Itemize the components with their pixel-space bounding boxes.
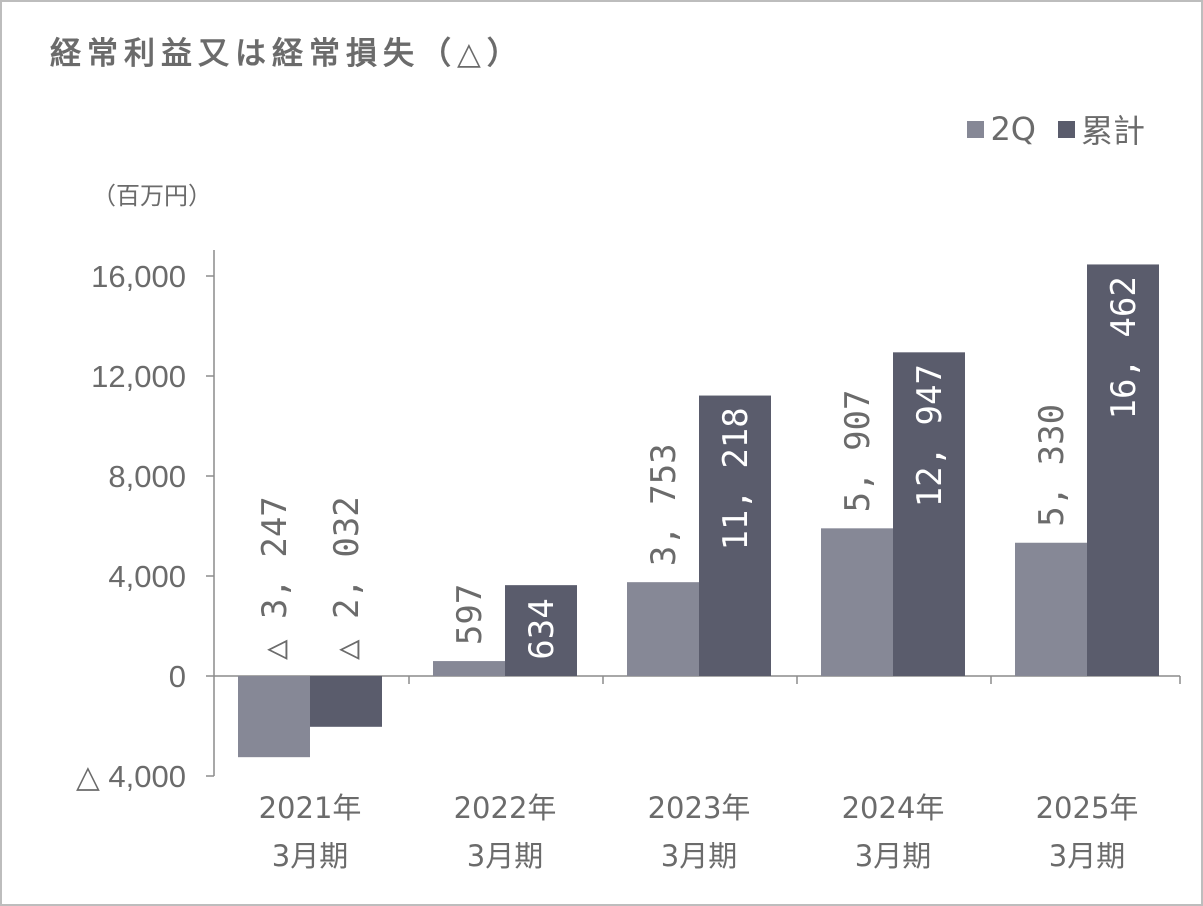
y-tick-label: 12,000 bbox=[91, 359, 186, 394]
data-label: 16, 462 bbox=[1104, 276, 1144, 419]
x-category-label: 2025年 bbox=[1036, 791, 1139, 825]
legend-label-2q: 2Q bbox=[990, 110, 1036, 148]
x-category-label: 2021年 bbox=[259, 791, 362, 825]
legend-item-2q: 2Q bbox=[967, 110, 1036, 148]
y-tick-label: △ 4,000 bbox=[76, 759, 186, 794]
bar-2q bbox=[821, 528, 893, 676]
bar-2q bbox=[627, 582, 699, 676]
legend-label-cumulative: 累計 bbox=[1080, 112, 1145, 150]
bar-2q bbox=[238, 676, 310, 758]
y-tick-label: 0 bbox=[169, 659, 186, 694]
x-category-label: 3月期 bbox=[272, 839, 348, 873]
x-category-label: 2022年 bbox=[454, 791, 557, 825]
unit-label: （百万円） bbox=[92, 182, 212, 210]
x-category-label: 3月期 bbox=[855, 839, 931, 873]
data-label: 5, 330 bbox=[1032, 404, 1072, 527]
bar-cumulative bbox=[1087, 264, 1159, 676]
y-tick-label: 16,000 bbox=[91, 259, 186, 294]
legend-item-cumulative: 累計 bbox=[1057, 106, 1145, 152]
bar-cumulative bbox=[505, 585, 577, 676]
data-label: 12, 947 bbox=[910, 364, 950, 507]
bar-2q bbox=[1015, 542, 1087, 676]
data-label: △ 3, 247 bbox=[255, 496, 295, 660]
legend: 2Q 累計 bbox=[945, 106, 1145, 152]
x-category-label: 2023年 bbox=[648, 791, 751, 825]
bar-2q bbox=[433, 661, 505, 676]
data-label: 597 bbox=[450, 584, 490, 645]
data-label: △ 2, 032 bbox=[327, 496, 367, 660]
data-label: 3, 634 bbox=[522, 598, 562, 721]
bar-cumulative bbox=[893, 352, 965, 676]
bar-cumulative bbox=[699, 395, 771, 676]
bar-cumulative bbox=[310, 676, 382, 727]
legend-swatch-2q bbox=[967, 120, 985, 138]
x-category-label: 2024年 bbox=[842, 791, 945, 825]
x-category-label: 3月期 bbox=[661, 839, 737, 873]
y-tick-label: 4,000 bbox=[108, 559, 186, 594]
legend-swatch-cumulative bbox=[1057, 120, 1075, 138]
data-label: 3, 753 bbox=[644, 443, 684, 566]
y-tick-label: 8,000 bbox=[108, 459, 186, 494]
x-category-label: 3月期 bbox=[467, 839, 543, 873]
chart-title: 経常利益又は経常損失（△） bbox=[50, 36, 524, 72]
data-label: 5, 907 bbox=[838, 389, 878, 512]
data-label: 11, 218 bbox=[716, 407, 756, 550]
x-category-label: 3月期 bbox=[1049, 839, 1125, 873]
